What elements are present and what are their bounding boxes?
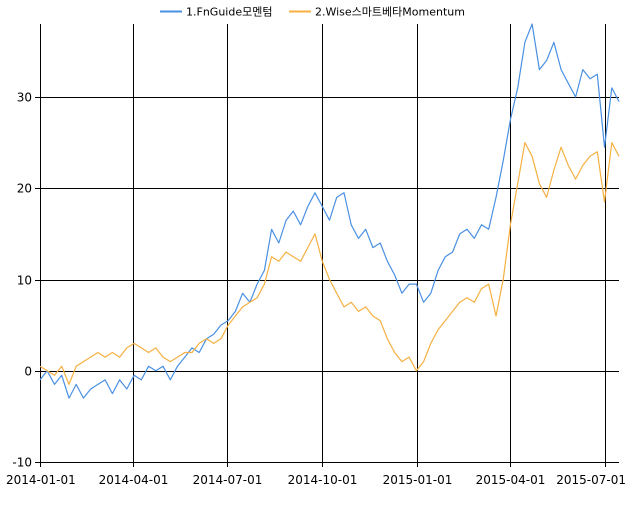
grid-layer xyxy=(40,24,619,463)
y-tick-label: -10 xyxy=(12,456,32,470)
y-tick-label: 30 xyxy=(17,91,32,105)
x-tick-label: 2015-01-01 xyxy=(383,473,453,487)
x-tick-label: 2015-07-01 xyxy=(556,473,626,487)
x-tick-label: 2015-04-01 xyxy=(476,473,546,487)
x-tick-label: 2014-04-01 xyxy=(99,473,169,487)
legend-label-1: 1.FnGuide모멘텀 xyxy=(186,6,272,19)
x-tick-label: 2014-07-01 xyxy=(193,473,263,487)
x-tick-label: 2014-01-01 xyxy=(6,473,76,487)
axis-layer xyxy=(35,24,619,467)
y-tick-label: 20 xyxy=(17,182,32,196)
legend-item-2[interactable]: 2.Wise스마트베타Momentum xyxy=(289,6,465,19)
tick-labels: -10 0 10 20 30 2014-01-01 2014-04-01 2014-07-01… xyxy=(6,91,626,488)
series-line-2 xyxy=(39,142,620,385)
y-tick-label: 0 xyxy=(24,365,32,379)
legend-item-1[interactable]: 1.FnGuide모멘텀 xyxy=(160,6,272,19)
series-line-1 xyxy=(39,23,620,399)
y-tick-label: 10 xyxy=(17,274,32,288)
legend[interactable]: 1.FnGuide모멘텀 2.Wise스마트베타Momentum xyxy=(160,6,465,19)
series-layer xyxy=(39,23,620,399)
legend-label-2: 2.Wise스마트베타Momentum xyxy=(315,6,465,19)
x-tick-label: 2014-10-01 xyxy=(288,473,358,487)
